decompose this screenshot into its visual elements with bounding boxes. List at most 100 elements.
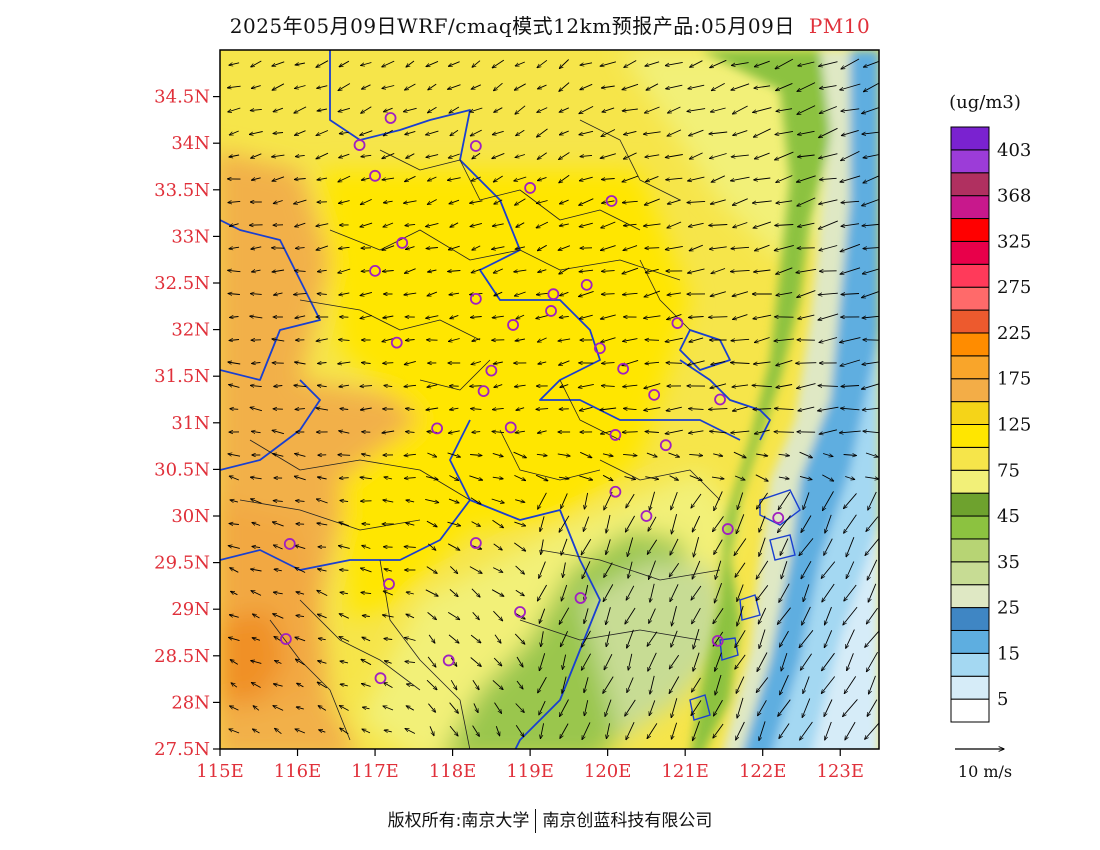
wind-arrow [251,431,261,432]
wind-arrow [317,294,327,295]
wind-arrow [756,560,769,579]
legend-label: 75 [997,460,1020,481]
x-tick-label: 115E [196,761,244,782]
wind-arrow [689,152,703,159]
wind-arrow [843,455,857,456]
legend-swatch [950,675,990,700]
wind-arrow [360,291,373,295]
wind-arrow [622,201,638,202]
wind-arrow [647,723,658,738]
wind-arrow [273,133,284,134]
wind-arrow [732,105,748,114]
wind-arrow [779,583,790,603]
city-marker [671,317,684,329]
city-marker [374,672,387,685]
map-title: 2025年05月09日WRF/cmaq模式12km预报产品:05月09日 PM10 [0,10,1100,39]
wind-arrow [865,722,879,740]
wind-arrow [841,223,860,227]
wind-arrow [383,706,394,711]
wind-arrow [272,522,284,527]
wind-arrow [317,477,327,479]
wind-arrow [732,406,748,411]
wind-arrow [606,631,611,646]
wind-arrow [449,702,459,714]
wind-arrow [584,492,589,509]
wind-arrow [559,174,570,183]
wind-arrow [229,340,240,341]
wind-arrow [687,360,705,365]
wind-arrow [819,127,838,137]
wind-arrow [775,225,794,226]
wind-arrow [515,339,525,341]
wind-arrow [559,107,569,112]
wind-arrow [427,291,438,296]
wind-arrow [736,676,745,694]
wind-arrow [798,130,815,134]
legend-label: 275 [997,277,1031,298]
legend-swatch [950,126,990,151]
city-marker [477,385,490,398]
wind-arrow [841,108,860,111]
wind-arrow [600,314,616,319]
wind-arrow [824,538,833,556]
wind-arrow [775,130,794,134]
wind-arrow [538,84,547,89]
wind-arrow [559,360,570,365]
wind-arrow [560,631,569,647]
wind-arrow [669,654,680,669]
wind-arrow [318,638,326,639]
wind-arrow [756,585,769,600]
wind-arrow [666,84,683,89]
wind-arrow [840,267,861,274]
legend-swatch [950,492,990,517]
wind-arrow [665,429,683,434]
wind-arrow [797,197,816,206]
wind-arrow [584,677,589,692]
wind-arrow [647,539,658,555]
wind-arrow [799,451,813,458]
wind-arrow [339,247,350,248]
wind-arrow [796,363,817,364]
wind-arrow [427,385,438,387]
wind-arrow [802,698,811,718]
wind-arrow [515,105,526,114]
wind-arrow [755,244,770,251]
legend-swatch [950,355,990,380]
wind-arrow [797,155,815,157]
wind-arrow [622,432,638,433]
wind-arrow [295,454,306,457]
city-marker [609,485,622,498]
wind-arrow [579,105,594,113]
wind-arrow [715,560,722,580]
wind-arrow [584,700,589,716]
city-marker [469,537,482,549]
wind-arrow [339,60,350,67]
wind-arrow [469,566,482,574]
wind-arrow [713,454,723,456]
wind-arrow [472,60,481,68]
wind-arrow [426,566,437,574]
legend-label: 403 [997,140,1031,161]
wind-arrow [649,608,656,624]
wind-arrow [316,223,329,227]
wind-arrow [563,562,566,578]
wind-arrow [251,60,262,67]
wind-arrow [471,409,482,410]
wind-arrow [252,363,261,364]
wind-arrow [802,606,811,625]
wind-arrow [840,243,861,251]
wind-arrow [539,561,546,579]
y-axis-ticks: 27.5N 28N 28.5N 29N 29.5N 30N 30.5N 31N 31.5N 32N… [154,87,220,760]
wind-arrow [537,152,547,160]
wind-arrow [862,291,879,297]
wind-arrow [558,477,569,479]
wind-arrow [493,268,503,273]
wind-arrow [645,61,660,66]
wind-arrow [645,106,660,113]
wind-arrow [666,406,682,411]
wind-arrow [272,270,285,272]
wind-arrow [672,605,677,626]
wind-arrow [448,431,460,433]
wind-arrow [295,362,306,364]
wind-arrow [382,85,395,89]
